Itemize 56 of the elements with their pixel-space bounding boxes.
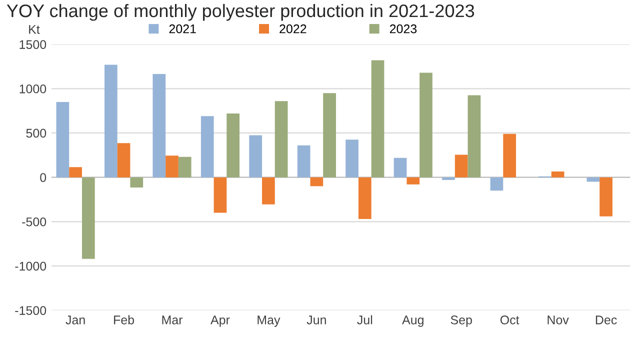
bar [394,158,407,178]
bar [323,93,336,178]
x-tick-label: Dec [596,316,617,324]
bar [420,72,432,178]
x-tick-label: Mar [162,316,183,324]
bar [600,177,612,216]
bar [310,177,324,186]
bar [442,177,455,180]
y-tick-label: 0 [40,173,46,182]
bar [117,143,130,178]
bar [371,60,384,178]
bar [152,74,166,178]
y-axis-title: Kt [29,25,40,34]
x-tick-label: Apr [210,316,230,327]
bar [454,154,468,178]
bar [262,177,275,204]
bar [56,102,70,178]
x-tick-label: Oct [500,316,520,324]
x-tick-label: Jun [306,316,326,324]
bar [226,113,240,178]
bar [468,95,481,178]
y-tick-label: 1000 [20,84,46,94]
bar [178,156,192,178]
bar [503,134,516,178]
legend-label: 2022 [280,24,306,34]
bar [69,167,82,178]
x-tick-label: Sep [450,316,472,327]
bar [130,177,144,188]
x-tick-label: Nov [548,316,569,324]
x-tick-label: May [258,316,280,327]
x-tick-label: Jan [66,316,85,324]
y-tick-label: 1500 [20,40,46,49]
chart-title: YOY change of monthly polyester production in 2021-2023 [6,4,474,21]
bar [406,177,420,184]
bar [358,177,372,219]
bar [104,64,118,178]
x-tick-label: Aug [402,316,424,327]
bar [274,101,288,178]
bar [214,177,227,213]
legend-label: 2023 [390,24,417,34]
bar [346,140,358,178]
bar [551,172,564,178]
bar [490,177,504,191]
bar [586,177,600,182]
y-tick-label: -1500 [15,306,46,315]
y-tick-label: -500 [22,217,46,226]
x-tick-label: Feb [114,315,134,324]
bar [200,116,214,178]
legend-label: 2021 [169,24,196,34]
y-tick-label: -1000 [15,262,46,271]
bar [249,135,262,178]
y-tick-label: 500 [26,128,46,138]
x-tick-label: Jul [357,315,372,324]
bar [82,177,95,259]
bar [166,156,178,178]
bar [297,145,310,178]
